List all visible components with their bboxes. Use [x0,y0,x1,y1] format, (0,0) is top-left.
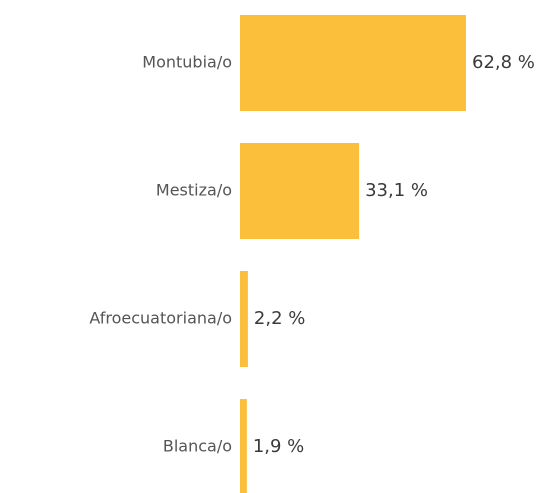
value-label: 1,9 % [253,436,304,457]
category-label: Blanca/o [163,437,232,456]
category-label: Mestiza/o [156,181,232,200]
category-label: Afroecuatoriana/o [89,309,232,328]
bar [240,399,247,493]
value-label: 33,1 % [365,180,428,201]
bar [240,15,466,111]
value-label: 62,8 % [472,52,535,73]
category-label: Montubia/o [142,53,232,72]
value-label: 2,2 % [254,308,305,329]
bar [240,271,248,367]
bar [240,143,360,239]
